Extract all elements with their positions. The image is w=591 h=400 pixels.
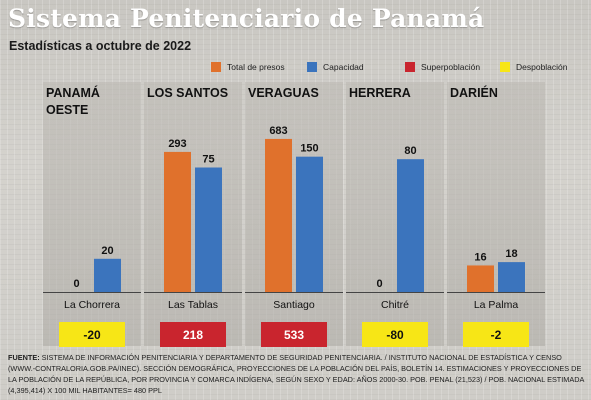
- legend-item-superpoblacion: Superpoblación: [405, 62, 480, 72]
- region-panel-los-santos: [144, 82, 242, 346]
- value-label-capacidad-herrera: 80: [404, 145, 416, 157]
- city-label-darien: La Palma: [474, 299, 519, 311]
- bar-capacidad-panama-oeste: [94, 258, 121, 292]
- legend-item-capacidad: Capacidad: [307, 62, 364, 72]
- legend-label-capacidad: Capacidad: [323, 62, 364, 72]
- value-label-presos-herrera: 0: [376, 278, 382, 290]
- value-label-capacidad-veraguas: 150: [300, 143, 318, 155]
- legend-swatch-despoblacion: [500, 62, 510, 72]
- bar-presos-veraguas: [265, 138, 292, 292]
- legend-swatch-superpoblacion: [405, 62, 415, 72]
- value-label-presos-panama-oeste: 0: [73, 278, 79, 290]
- source-footnote: FUENTE: Sistema de Información Penitenci…: [8, 352, 584, 396]
- value-label-presos-darien: 16: [474, 251, 486, 263]
- legend-swatch-presos: [211, 62, 221, 72]
- region-panel-darien: [447, 82, 545, 346]
- bar-capacidad-herrera: [397, 159, 424, 292]
- difference-badge-panama-oeste: -20: [59, 322, 125, 347]
- legend-label-presos: Total de presos: [227, 62, 285, 72]
- legend-item-presos: Total de presos: [211, 62, 285, 72]
- region-name-darien: DARIÉN: [450, 86, 498, 100]
- bar-presos-darien: [467, 265, 494, 292]
- region-name-los-santos: LOS SANTOS: [147, 86, 229, 100]
- difference-badge-los-santos: 218: [160, 322, 226, 347]
- bar-capacidad-darien: [498, 262, 525, 292]
- legend-item-despoblacion: Despoblación: [500, 62, 568, 72]
- region-name-veraguas: VERAGUAS: [248, 86, 319, 100]
- legend-swatch-capacidad: [307, 62, 317, 72]
- value-label-presos-los-santos: 293: [168, 138, 186, 150]
- city-label-herrera: Chitré: [381, 299, 409, 311]
- difference-badge-herrera: -80: [362, 322, 428, 347]
- city-label-veraguas: Santiago: [273, 299, 315, 311]
- chart-legend: Total de presos Capacidad Superpoblación…: [0, 62, 591, 76]
- page-title: Sistema Penitenciario de Panamá: [8, 4, 485, 33]
- difference-badge-darien: -2: [463, 322, 529, 347]
- bar-capacidad-los-santos: [195, 167, 222, 292]
- region-panel-panama-oeste: [43, 82, 141, 346]
- region-panel-veraguas: [245, 82, 343, 346]
- region-name-panama-oeste: PANAMÁ OESTE: [46, 86, 100, 117]
- region-name-herrera: HERRERA: [349, 86, 411, 100]
- source-footnote-text: Sistema de Información Penitenciaria y D…: [8, 353, 584, 395]
- value-label-presos-veraguas: 683: [269, 125, 287, 137]
- region-panel-herrera: [346, 82, 444, 346]
- bar-capacidad-veraguas: [296, 156, 323, 292]
- legend-label-despoblacion: Despoblación: [516, 62, 568, 72]
- value-label-capacidad-los-santos: 75: [202, 154, 214, 166]
- difference-badge-veraguas: 533: [261, 322, 327, 347]
- value-label-capacidad-panama-oeste: 20: [101, 245, 113, 257]
- city-label-los-santos: Las Tablas: [168, 299, 218, 311]
- legend-label-superpoblacion: Superpoblación: [421, 62, 481, 72]
- value-label-capacidad-darien: 18: [505, 248, 517, 260]
- city-label-panama-oeste: La Chorrera: [64, 299, 120, 311]
- page-subtitle: Estadísticas a octubre de 2022: [9, 39, 192, 53]
- source-footnote-label: FUENTE:: [8, 353, 40, 362]
- bar-presos-los-santos: [164, 151, 191, 292]
